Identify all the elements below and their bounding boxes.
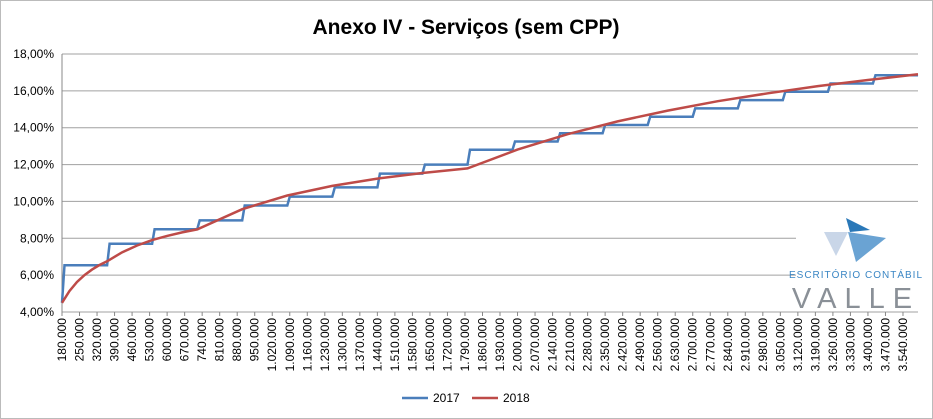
x-tick-label: 2.840.000 <box>721 318 735 372</box>
legend: 2017 2018 <box>402 391 530 405</box>
x-tick-label: 3.470.000 <box>878 318 892 372</box>
series-line <box>60 73 919 304</box>
x-tick-label: 740.000 <box>195 318 209 362</box>
x-tick-label: 1.720.000 <box>440 318 454 372</box>
x-tick-label: 3.190.000 <box>808 318 822 372</box>
legend-label: 2018 <box>503 391 530 405</box>
y-tick-label: 12,00% <box>13 158 54 172</box>
y-tick-label: 14,00% <box>13 121 54 135</box>
x-tick-label: 1.930.000 <box>493 318 507 372</box>
x-tick-label: 1.090.000 <box>283 318 297 372</box>
x-tick-label: 2.000.000 <box>511 318 525 372</box>
x-tick-label: 1.650.000 <box>423 318 437 372</box>
x-tick-label: 2.980.000 <box>756 318 770 372</box>
x-tick-label: 3.540.000 <box>896 318 910 372</box>
logo-text: VALLE <box>792 283 920 315</box>
x-tick-label: 950.000 <box>248 318 262 362</box>
x-tick-label: 1.160.000 <box>300 318 314 372</box>
x-tick-label: 3.400.000 <box>861 318 875 372</box>
x-tick-label: 250.000 <box>73 318 87 362</box>
x-axis: 180.000 250.000 320.000 390.000 460.000 530.0… <box>55 312 910 371</box>
y-tick-label: 18,00% <box>13 47 54 61</box>
y-tick-label: 16,00% <box>13 84 54 98</box>
y-tick-label: 6,00% <box>20 268 54 282</box>
x-tick-label: 1.230.000 <box>318 318 332 372</box>
x-tick-label: 2.420.000 <box>616 318 630 372</box>
series-line <box>60 73 918 303</box>
x-tick-label: 880.000 <box>230 318 244 362</box>
x-tick-label: 3.330.000 <box>843 318 857 372</box>
x-tick-label: 390.000 <box>108 318 122 362</box>
x-tick-label: 2.350.000 <box>598 318 612 372</box>
x-tick-label: 2.140.000 <box>546 318 560 372</box>
x-tick-label: 1.510.000 <box>388 318 402 372</box>
x-tick-label: 180.000 <box>55 318 69 362</box>
x-tick-label: 1.790.000 <box>458 318 472 372</box>
x-tick-label: 2.560.000 <box>651 318 665 372</box>
logo-text: ESCRITÓRIO CONTÁBIL <box>789 268 923 281</box>
x-tick-label: 2.280.000 <box>581 318 595 372</box>
x-tick-label: 2.630.000 <box>668 318 682 372</box>
plot-lines <box>60 73 919 304</box>
x-tick-label: 1.020.000 <box>265 318 279 372</box>
logo: ESCRITÓRIO CONTÁBIL VALLE <box>789 218 923 315</box>
chart-title: Anexo IV - Serviços (sem CPP) <box>313 16 620 39</box>
x-tick-label: 3.120.000 <box>791 318 805 372</box>
x-tick-label: 460.000 <box>125 318 139 362</box>
x-tick-label: 2.770.000 <box>703 318 717 372</box>
x-tick-label: 1.370.000 <box>353 318 367 372</box>
logo-shape <box>824 232 848 256</box>
x-tick-label: 3.050.000 <box>773 318 787 372</box>
x-tick-label: 2.910.000 <box>738 318 752 372</box>
x-tick-label: 1.300.000 <box>335 318 349 372</box>
y-tick-label: 10,00% <box>13 194 54 208</box>
y-tick-label: 8,00% <box>20 231 54 245</box>
x-tick-label: 2.210.000 <box>563 318 577 372</box>
grid: 4,00% 6,00% 8,00% 10,00% 12,00% 14,00% 16,00% 1… <box>13 47 918 319</box>
x-tick-label: 530.000 <box>143 318 157 362</box>
y-tick-label: 4,00% <box>20 305 54 319</box>
x-tick-label: 670.000 <box>178 318 192 362</box>
x-tick-label: 1.440.000 <box>370 318 384 372</box>
logo-shape <box>846 218 870 232</box>
x-tick-label: 810.000 <box>213 318 227 362</box>
x-tick-label: 1.860.000 <box>475 318 489 372</box>
x-tick-label: 320.000 <box>90 318 104 362</box>
legend-label: 2017 <box>433 391 460 405</box>
logo-shape <box>848 232 886 262</box>
x-tick-label: 1.580.000 <box>405 318 419 372</box>
x-tick-label: 2.490.000 <box>633 318 647 372</box>
x-tick-label: 2.700.000 <box>686 318 700 372</box>
x-tick-label: 3.260.000 <box>826 318 840 372</box>
x-tick-label: 2.070.000 <box>528 318 542 372</box>
x-tick-label: 600.000 <box>160 318 174 362</box>
